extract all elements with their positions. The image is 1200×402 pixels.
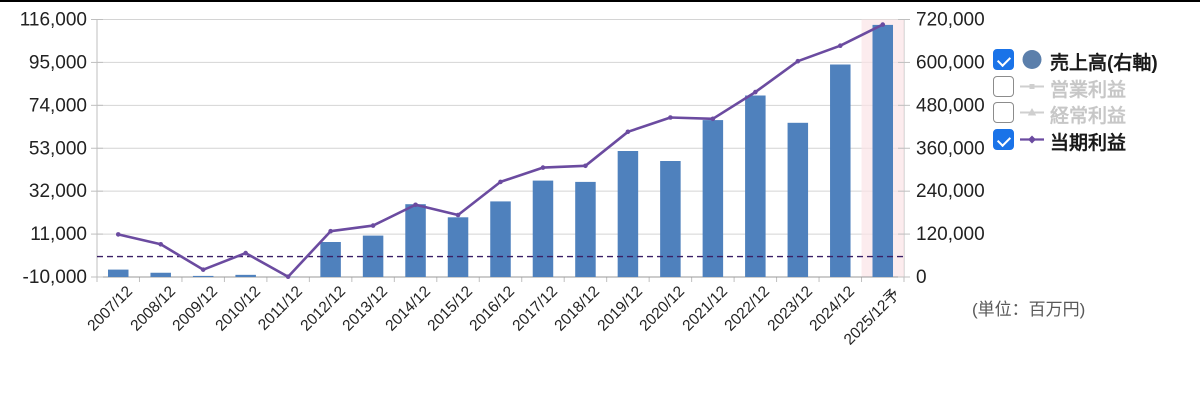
svg-text:360,000: 360,000 [916,138,985,159]
svg-text:0: 0 [916,267,927,288]
svg-text:240,000: 240,000 [916,181,985,202]
svg-text:120,000: 120,000 [916,224,985,245]
svg-text:480,000: 480,000 [916,95,985,116]
svg-text:600,000: 600,000 [916,52,985,73]
svg-text:720,000: 720,000 [916,10,985,31]
